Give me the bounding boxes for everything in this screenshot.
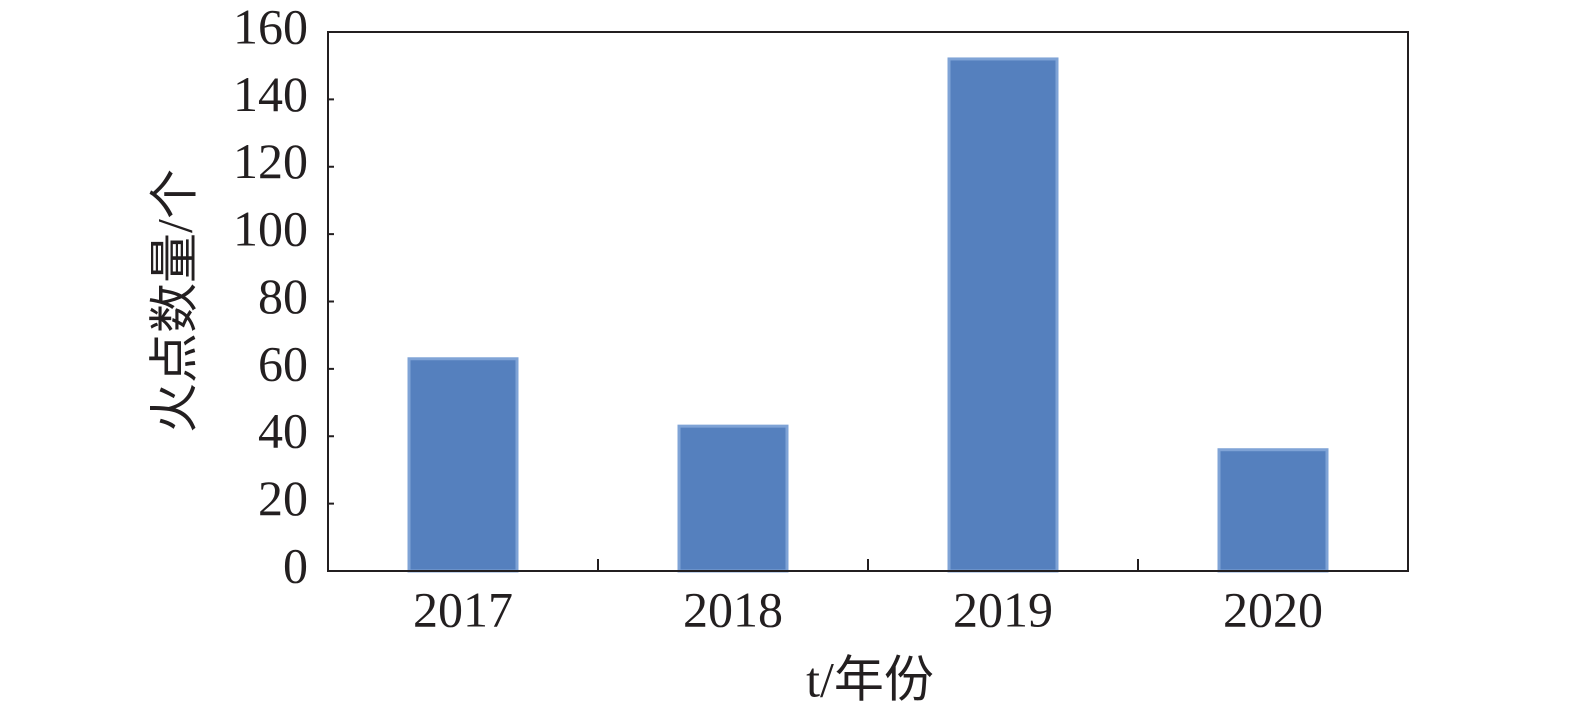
y-tick-label: 0 [283, 537, 308, 593]
bar [407, 357, 519, 573]
y-axis-label: 火点数量/个 [146, 169, 202, 433]
bar [947, 57, 1059, 573]
x-tick-label: 2017 [413, 581, 513, 637]
y-tick-label: 140 [233, 66, 308, 122]
y-tick-label: 60 [258, 335, 308, 391]
bar [677, 424, 789, 573]
x-tick-label: 2018 [683, 581, 783, 637]
y-tick-label: 100 [233, 201, 308, 257]
x-tick-label: 2019 [953, 581, 1053, 637]
y-tick-label: 20 [258, 470, 308, 526]
x-tick-label: 2020 [1223, 581, 1323, 637]
y-tick-label: 40 [258, 403, 308, 459]
x-axis-label: t/年份 [806, 651, 934, 707]
y-tick-label: 120 [233, 133, 308, 189]
y-tick-label: 160 [233, 0, 308, 54]
bar [1217, 448, 1329, 573]
y-tick-label: 80 [258, 268, 308, 324]
plot-frame [327, 31, 1409, 572]
